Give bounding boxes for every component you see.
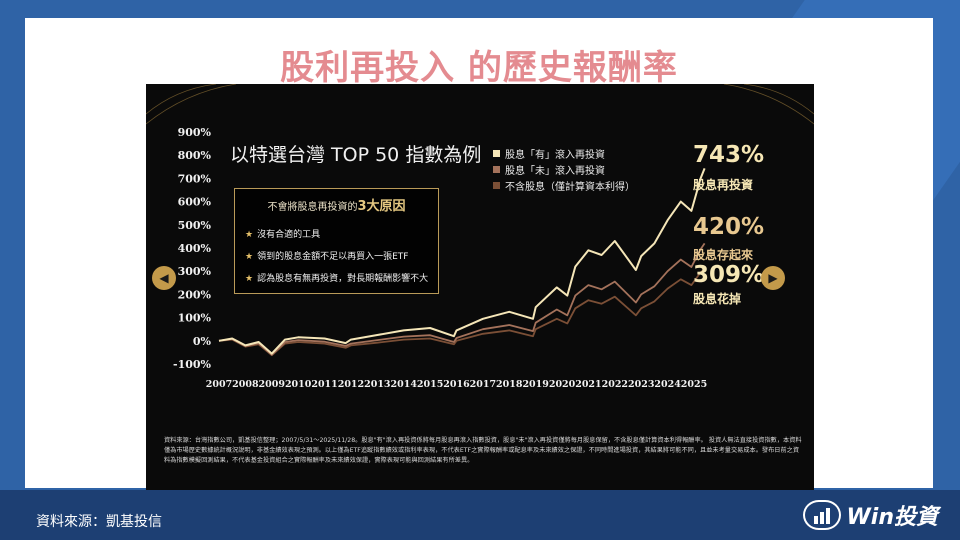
next-slide-button[interactable]: ▶ <box>761 266 785 290</box>
chart-figure: 900% 800% 700% 600% 500% 400% 300% 200% 100% 0% -1… <box>146 84 814 490</box>
x-tick-label: 2014 <box>390 379 417 390</box>
y-tick-label: 200% <box>178 288 212 301</box>
y-tick-label: 600% <box>178 196 212 209</box>
end-label-reinvest: 股息再投資 <box>693 178 754 192</box>
series-lines <box>218 168 706 357</box>
star-icon: ★ <box>245 230 254 240</box>
legend-swatch <box>493 150 500 157</box>
y-tick-label: 100% <box>178 312 212 325</box>
slide-title: 股利再投入 的歷史報酬率 <box>280 48 678 88</box>
y-tick-label: 800% <box>178 149 212 162</box>
x-tick-label: 2022 <box>602 379 628 390</box>
prev-slide-button[interactable]: ◀ <box>152 266 176 290</box>
series-line-saved <box>218 242 706 356</box>
source-text: 資料來源：凱基投信 <box>36 514 162 530</box>
reason-item: ★ 領到的股息金額不足以再買入一張ETF <box>245 252 409 262</box>
decorative-arcs <box>146 84 814 125</box>
y-tick-label: 500% <box>178 219 212 232</box>
brand-logo: Win投資 <box>802 500 938 530</box>
end-label-saved: 股息存起來 <box>693 248 754 262</box>
y-tick-label: 300% <box>178 265 212 278</box>
x-axis-ticks: 2007 2008 2009 2010 2011 2012 2013 2014 2015 2016… <box>206 379 707 390</box>
y-tick-label: 900% <box>178 126 212 139</box>
x-tick-label: 2015 <box>417 379 443 390</box>
legend-item-spent: 不含股息（僅計算資本利得） <box>493 178 635 193</box>
end-value-saved: 420% <box>693 214 765 240</box>
x-tick-label: 2023 <box>628 379 654 390</box>
logo-text: Win投資 <box>846 505 938 530</box>
x-tick-label: 2017 <box>470 379 496 390</box>
x-tick-label: 2010 <box>285 379 312 390</box>
x-tick-label: 2008 <box>232 379 259 390</box>
legend-item-saved: 股息「未」滾入再投資 <box>493 162 605 177</box>
x-tick-label: 2009 <box>259 379 286 390</box>
star-icon: ★ <box>245 252 254 262</box>
x-tick-label: 2016 <box>443 379 470 390</box>
series-line-reinvest <box>218 168 706 355</box>
y-tick-label: 400% <box>178 242 212 255</box>
end-value-reinvest: 743% <box>693 142 765 168</box>
reason-item: ★ 認為股息有無再投資，對長期報酬影響不大 <box>245 274 429 284</box>
legend-item-reinvest: 股息「有」滾入再投資 <box>493 146 605 161</box>
reasons-box: 不會將股息再投資的3大原因 ★ 沒有合適的工具 ★ 領到的股息金額不足以再買入一張E… <box>234 188 439 294</box>
end-value-spent: 309% <box>693 262 765 288</box>
end-label-spent: 股息花掉 <box>693 292 742 306</box>
x-tick-label: 2011 <box>311 379 337 390</box>
legend-swatch <box>493 182 500 189</box>
y-axis-ticks: 900% 800% 700% 600% 500% 400% 300% 200% 100% 0% -1… <box>173 126 212 371</box>
logo-icon <box>802 500 841 530</box>
legend-swatch <box>493 166 500 173</box>
y-tick-label: 0% <box>193 335 212 348</box>
chart-footnote: 資料來源：台灣指數公司，凱基投信整理；2007/5/31～2025/11/28。… <box>164 437 802 464</box>
chevron-right-icon: ▶ <box>768 271 778 285</box>
chart-heading: 以特選台灣 TOP 50 指數為例 <box>230 144 482 166</box>
x-tick-label: 2012 <box>338 379 364 390</box>
star-icon: ★ <box>245 274 254 284</box>
line-chart: 900% 800% 700% 600% 500% 400% 300% 200% 100% 0% -1… <box>146 84 814 390</box>
x-tick-label: 2007 <box>206 379 232 390</box>
footer-bar <box>0 490 960 540</box>
chevron-left-icon: ◀ <box>159 271 169 285</box>
x-tick-label: 2013 <box>364 379 390 390</box>
reason-item: ★ 沒有合適的工具 <box>245 230 321 240</box>
x-tick-label: 2024 <box>654 379 681 390</box>
y-tick-label: -100% <box>173 358 212 371</box>
y-tick-label: 700% <box>178 172 212 185</box>
x-tick-label: 2019 <box>522 379 549 390</box>
reasons-title: 不會將股息再投資的3大原因 <box>267 199 406 214</box>
x-tick-label: 2020 <box>549 379 576 390</box>
x-tick-label: 2021 <box>575 379 601 390</box>
x-tick-label: 2018 <box>496 379 523 390</box>
series-line-spent <box>218 268 706 357</box>
x-tick-label: 2025 <box>681 379 707 390</box>
